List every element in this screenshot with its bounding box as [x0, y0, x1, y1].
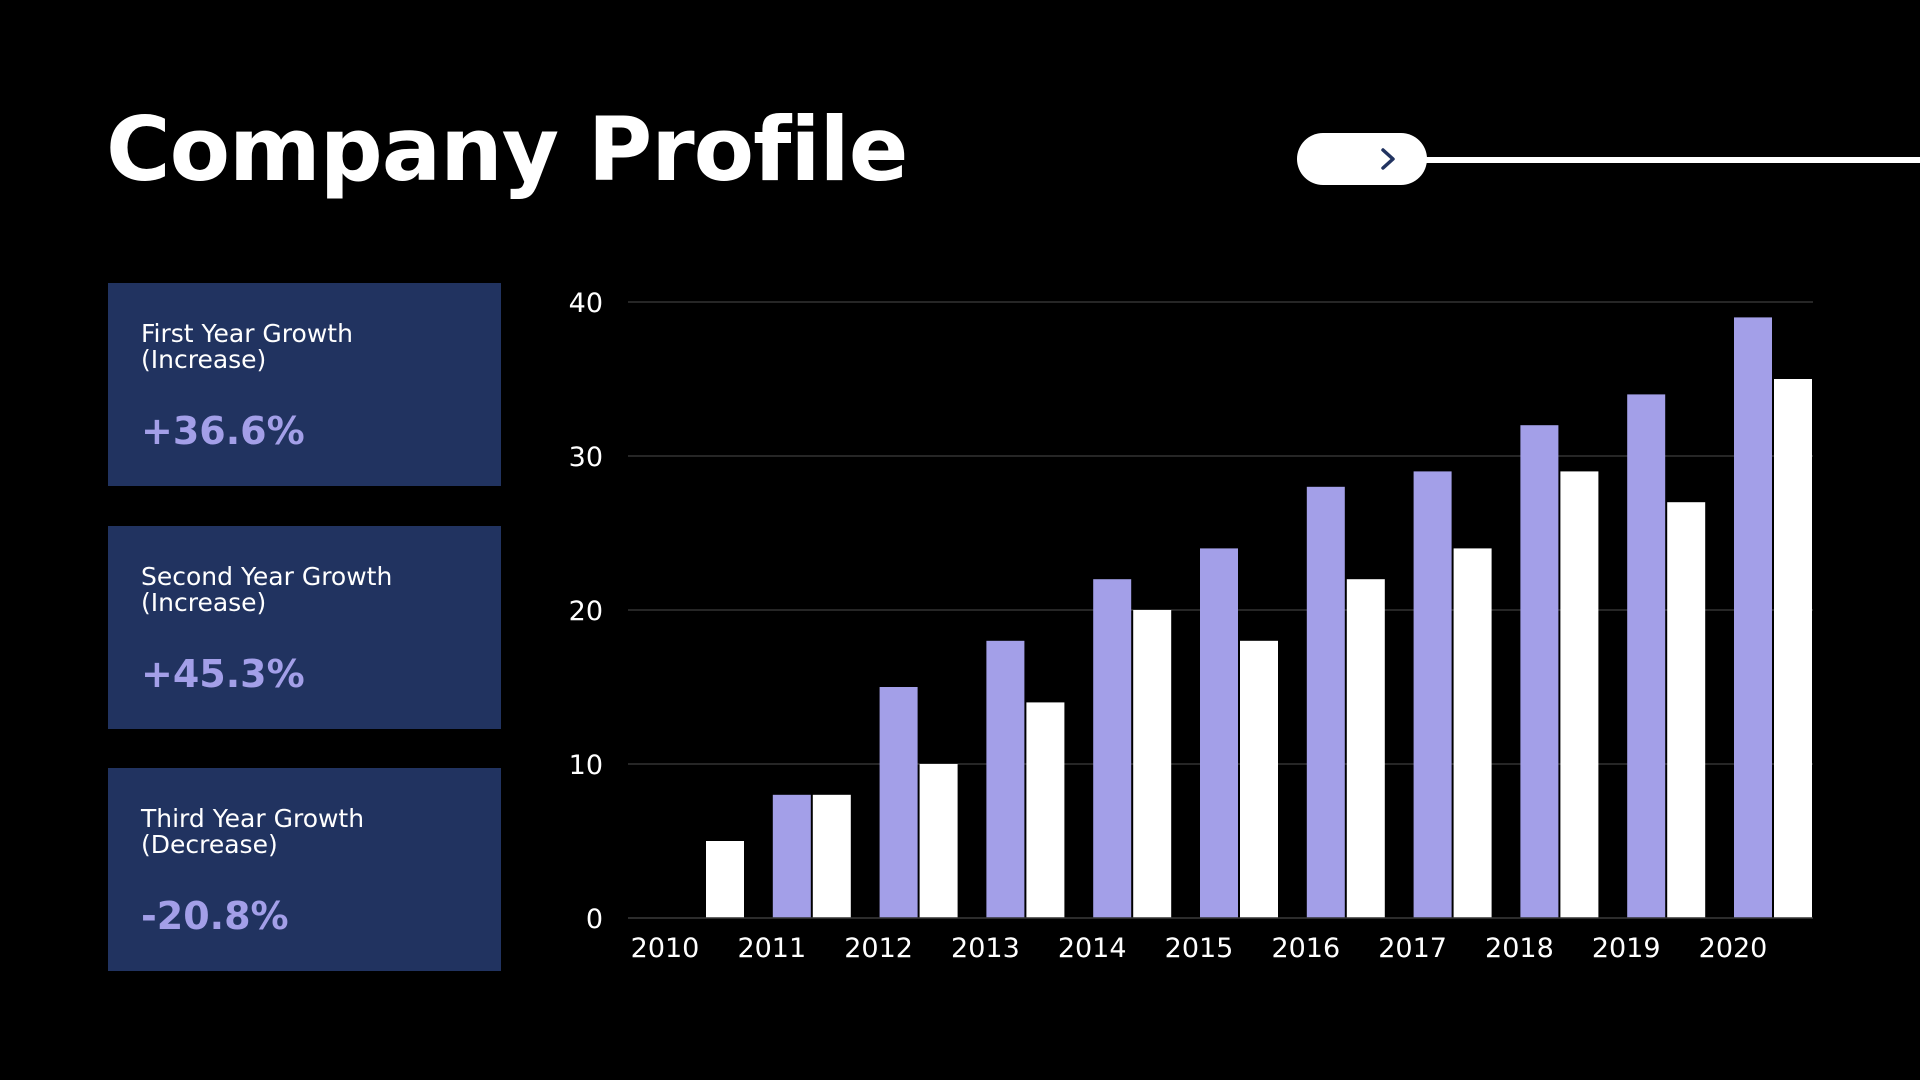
growth-card-value: +36.6% [141, 409, 305, 453]
bar-series-2-2016 [1346, 579, 1385, 918]
x-tick-label: 2012 [844, 933, 913, 964]
y-tick-label: 40 [569, 288, 603, 319]
bar-series-1-2014 [1093, 579, 1132, 918]
x-tick-label: 2016 [1271, 933, 1340, 964]
bar-series-2-2010 [706, 841, 744, 918]
page-title: Company Profile [106, 98, 908, 201]
x-tick-label: 2010 [631, 933, 700, 964]
x-tick-label: 2017 [1378, 933, 1447, 964]
bar-series-1-2020 [1734, 317, 1772, 918]
bar-series-2-2015 [1240, 640, 1278, 918]
y-tick-label: 30 [569, 442, 603, 473]
x-tick-label: 2013 [951, 933, 1020, 964]
x-tick-label: 2020 [1699, 933, 1768, 964]
next-button[interactable] [1297, 133, 1427, 185]
bar-series-1-2011 [772, 794, 811, 918]
x-tick-label: 2019 [1592, 933, 1661, 964]
x-tick-label: 2011 [737, 933, 806, 964]
bar-series-2-2018 [1560, 471, 1599, 918]
x-tick-label: 2014 [1058, 933, 1127, 964]
growth-card-value: -20.8% [141, 894, 289, 938]
bar-series-2-2011 [812, 794, 851, 918]
growth-card-label: Third Year Growth (Decrease) [141, 804, 365, 859]
bar-series-1-2019 [1627, 394, 1666, 918]
growth-card-value: +45.3% [141, 652, 305, 696]
bar-series-1-2012 [879, 687, 918, 918]
growth-card-first: First Year Growth (Increase) +36.6% [108, 283, 501, 486]
bar-series-2-2019 [1667, 502, 1706, 918]
growth-card-third: Third Year Growth (Decrease) -20.8% [108, 768, 501, 971]
growth-card-label: First Year Growth (Increase) [141, 319, 353, 374]
bar-series-2-2012 [919, 764, 958, 918]
bar-series-2-2013 [1026, 702, 1065, 918]
y-tick-label: 10 [569, 750, 603, 781]
growth-card-second: Second Year Growth (Increase) +45.3% [108, 526, 501, 729]
bar-series-2-2014 [1133, 610, 1172, 918]
bar-series-1-2017 [1413, 471, 1452, 918]
y-tick-label: 0 [586, 904, 603, 935]
bar-series-2-2020 [1774, 379, 1812, 918]
x-tick-label: 2015 [1165, 933, 1234, 964]
chevron-right-icon [1381, 148, 1395, 170]
bar-series-1-2015 [1200, 548, 1238, 918]
nav-line [1420, 157, 1920, 163]
bar-series-1-2016 [1306, 486, 1345, 918]
bar-series-1-2018 [1520, 425, 1559, 918]
bar-series-1-2013 [986, 640, 1025, 918]
bar-series-2-2017 [1453, 548, 1492, 918]
growth-card-label: Second Year Growth (Increase) [141, 562, 393, 617]
x-tick-label: 2018 [1485, 933, 1554, 964]
y-tick-label: 20 [569, 596, 603, 627]
